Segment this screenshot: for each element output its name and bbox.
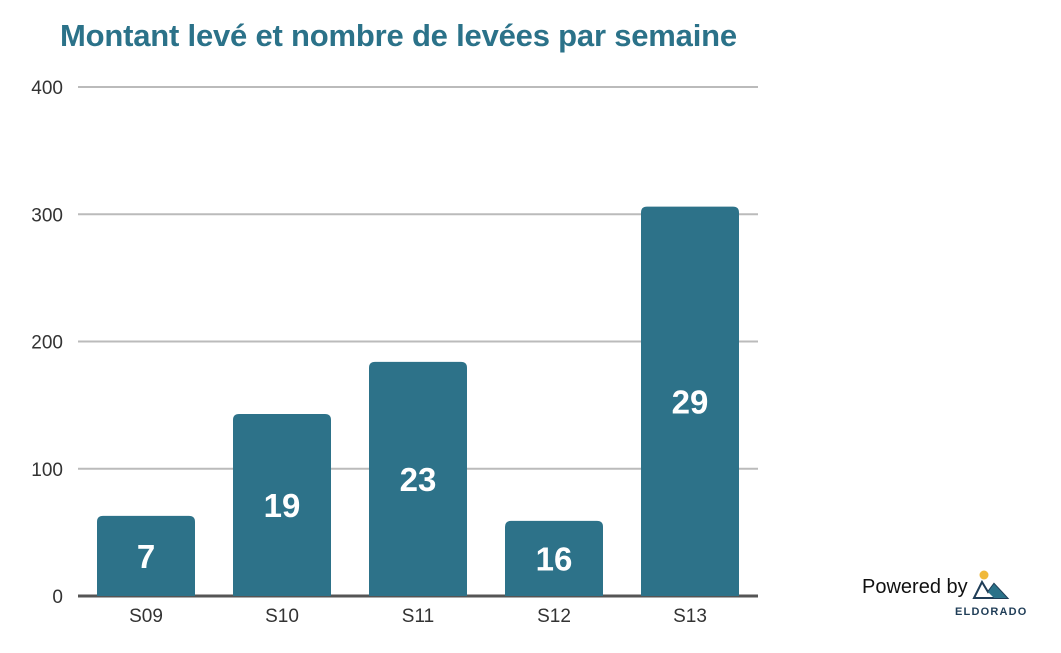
- y-tick-label: 0: [52, 587, 63, 608]
- y-tick-label: 400: [31, 78, 63, 99]
- y-tick-label: 300: [31, 205, 63, 226]
- y-axis-ticks: 0 100 200 300 400: [31, 78, 63, 608]
- y-tick-label: 200: [31, 333, 63, 354]
- brand-name: ELDORADO: [955, 606, 1028, 618]
- x-tick-label-s09: S09: [129, 606, 163, 627]
- y-tick-label: 100: [31, 460, 63, 481]
- bar-s12: [505, 520, 603, 596]
- bars: 7 19 23 16 29: [97, 206, 739, 597]
- bar-s11: [369, 361, 467, 596]
- x-tick-label-s12: S12: [537, 606, 571, 627]
- bar-s10: [233, 414, 331, 596]
- powered-by: Powered by: [862, 574, 968, 599]
- data-label-s12: 16: [536, 540, 573, 577]
- data-label-s09: 7: [137, 538, 155, 575]
- bar-s09: [97, 515, 195, 596]
- data-label-s13: 29: [672, 383, 709, 420]
- x-tick-label-s10: S10: [265, 606, 299, 627]
- x-axis-ticks: S09 S10 S11 S12 S13: [129, 606, 707, 627]
- x-tick-label-s11: S11: [402, 606, 434, 627]
- chart-title: Montant levé et nombre de levées par sem…: [60, 18, 737, 53]
- bar-s13: [641, 206, 739, 597]
- data-label-s11: 23: [400, 461, 437, 498]
- x-tick-label-s13: S13: [673, 606, 707, 627]
- eldorado-logo-icon: [972, 570, 1010, 599]
- data-label-s10: 19: [264, 487, 301, 524]
- powered-by-text: Powered by: [862, 576, 968, 598]
